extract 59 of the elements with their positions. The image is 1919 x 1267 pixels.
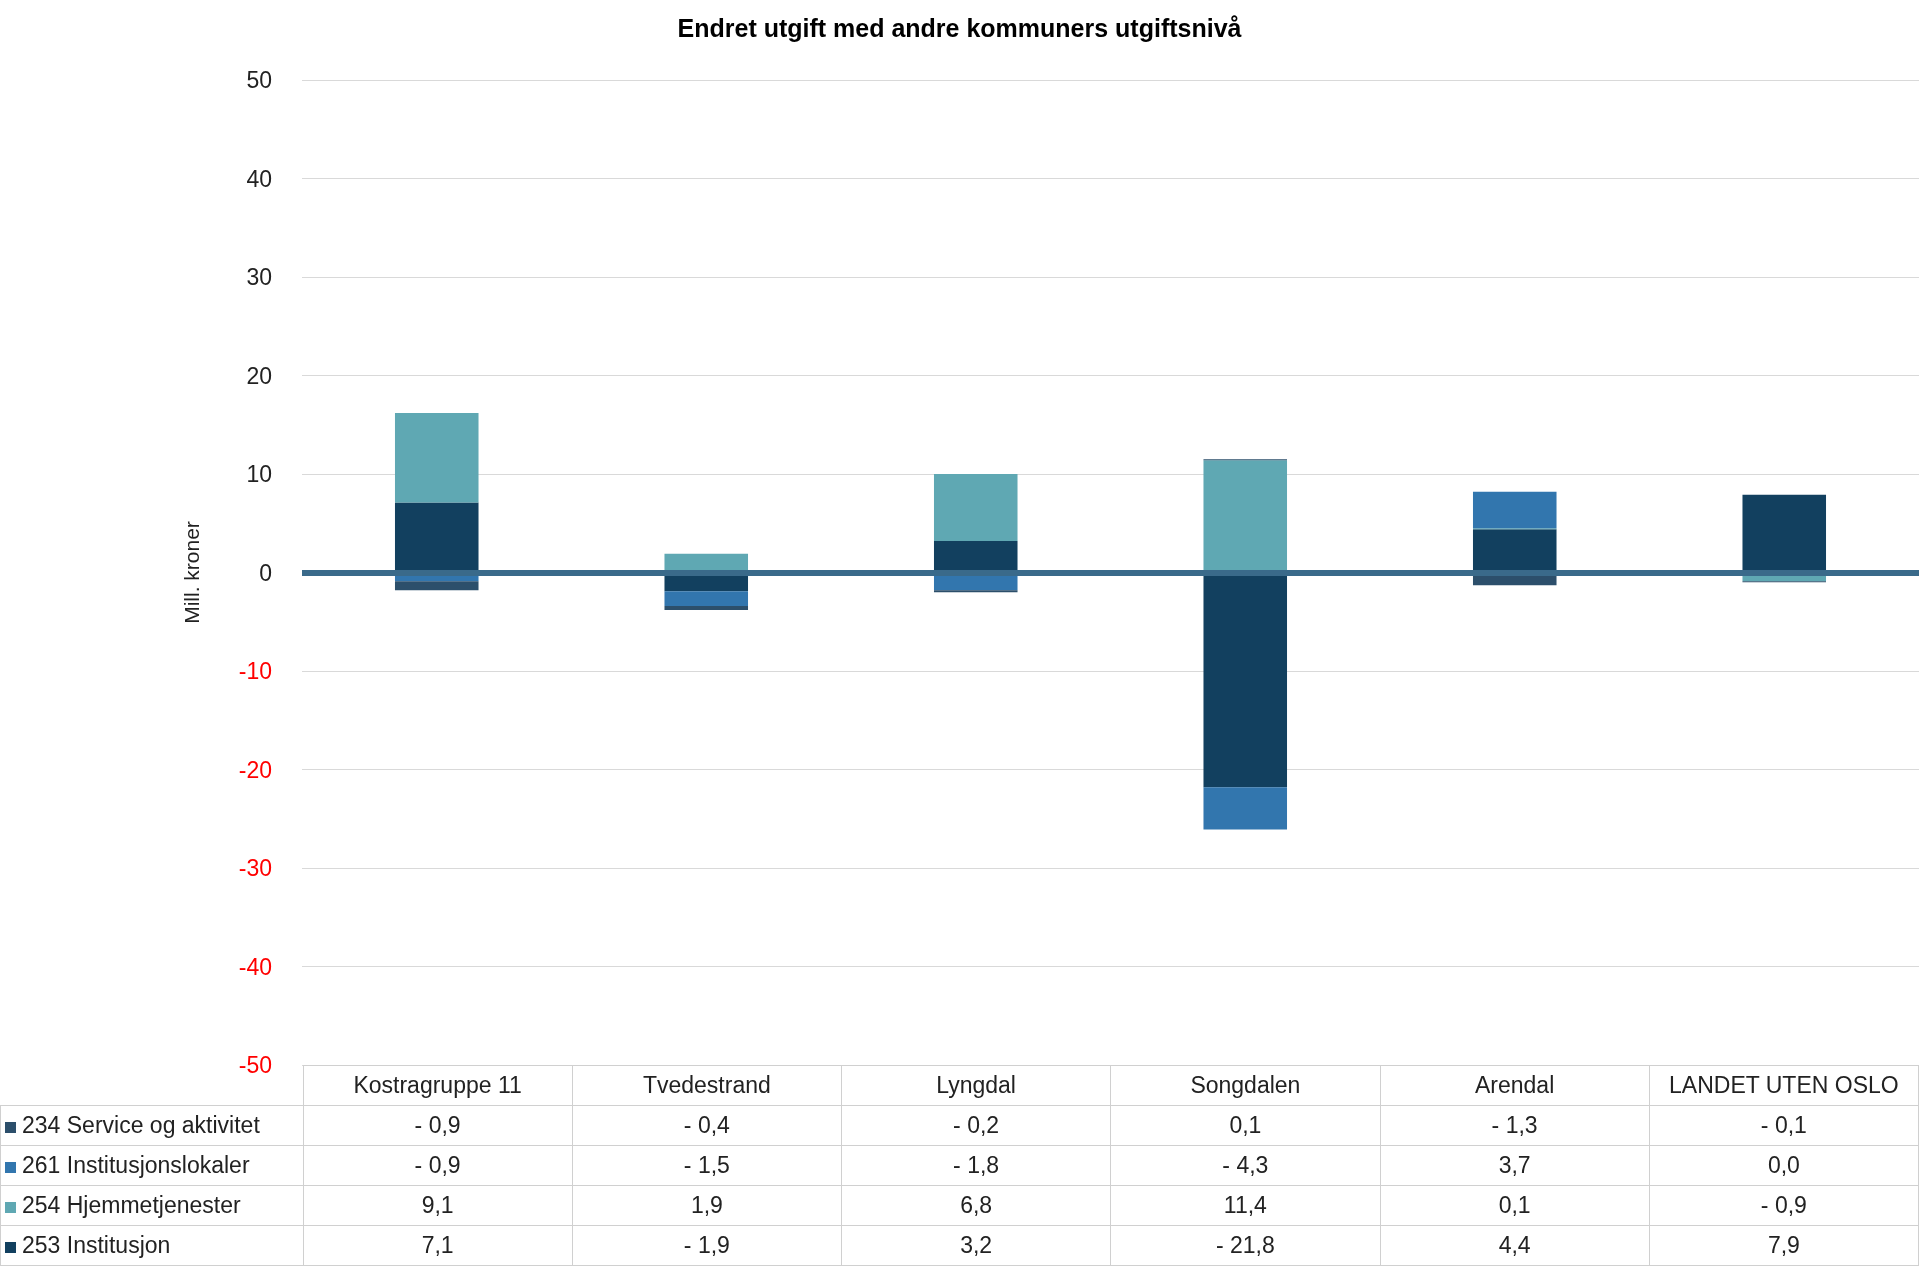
bar — [933, 540, 1018, 573]
y-axis-title: Mill. kroner — [180, 521, 203, 624]
data-label: - 0,9 — [303, 1105, 573, 1146]
y-tick-label: 40 — [246, 165, 272, 192]
bar — [394, 581, 479, 591]
data-label: 1,9 — [572, 1185, 842, 1226]
x-tick-label: Tvedestrand — [572, 1065, 842, 1106]
y-tick-label: -30 — [238, 855, 272, 881]
y-tick-label: 30 — [246, 264, 272, 290]
data-label: - 0,9 — [1649, 1185, 1919, 1226]
data-label: 3,2 — [841, 1225, 1111, 1266]
data-label: 0,1 — [1380, 1185, 1650, 1226]
bar — [1203, 460, 1288, 573]
x-tick-label: LANDET UTEN OSLO — [1649, 1065, 1919, 1106]
x-tick-label: Kostragruppe 11 — [303, 1065, 573, 1106]
data-label: - 21,8 — [1110, 1225, 1380, 1266]
legend-label: 234 Service og aktivitet — [0, 1105, 303, 1146]
y-tick-label: 0 — [259, 559, 272, 586]
data-label: 6,8 — [841, 1185, 1111, 1226]
data-label: 7,1 — [303, 1225, 573, 1266]
data-label: 0,1 — [1110, 1105, 1380, 1146]
data-label: 9,1 — [303, 1185, 573, 1226]
data-label: 4,4 — [1380, 1225, 1650, 1266]
data-label: 3,7 — [1380, 1145, 1650, 1186]
bar — [1203, 787, 1288, 830]
bar — [933, 474, 1018, 541]
y-tick-label: -10 — [238, 658, 272, 684]
bar — [394, 412, 479, 503]
bar — [664, 605, 749, 610]
y-tick-label: -20 — [238, 756, 272, 783]
data-label: - 1,5 — [572, 1145, 842, 1186]
y-tick-label: 20 — [246, 362, 272, 389]
bar — [1472, 491, 1557, 529]
data-label: - 4,3 — [1110, 1145, 1380, 1186]
bar — [394, 502, 479, 573]
data-label: - 0,4 — [572, 1105, 842, 1146]
x-tick-label: Lyngdal — [841, 1065, 1111, 1106]
data-label: - 1,8 — [841, 1145, 1111, 1186]
bar — [1472, 529, 1557, 573]
data-label: - 1,3 — [1380, 1105, 1650, 1146]
y-tick-label: 50 — [246, 67, 272, 93]
data-label: - 0,9 — [303, 1145, 573, 1186]
bar — [1742, 494, 1827, 573]
bar — [664, 591, 749, 606]
y-tick-label: -40 — [238, 953, 272, 980]
data-label: 0,0 — [1649, 1145, 1919, 1186]
data-label: - 1,9 — [572, 1225, 842, 1266]
data-label: - 0,1 — [1649, 1105, 1919, 1146]
data-label: 7,9 — [1649, 1225, 1919, 1266]
x-tick-label: Songdalen — [1110, 1065, 1380, 1106]
y-tick-label: 10 — [246, 461, 272, 487]
legend-label: 253 Institusjon — [0, 1225, 303, 1266]
chart-title: Endret utgift med andre kommuners utgiftsnivå — [677, 13, 1242, 42]
data-label: - 0,2 — [841, 1105, 1111, 1146]
legend-label: 254 Hjemmetjenester — [0, 1185, 303, 1226]
data-label: 11,4 — [1110, 1185, 1380, 1226]
x-tick-label: Arendal — [1380, 1065, 1650, 1106]
y-tick-label: -50 — [238, 1052, 272, 1078]
legend-label: 261 Institusjonslokaler — [0, 1145, 303, 1186]
